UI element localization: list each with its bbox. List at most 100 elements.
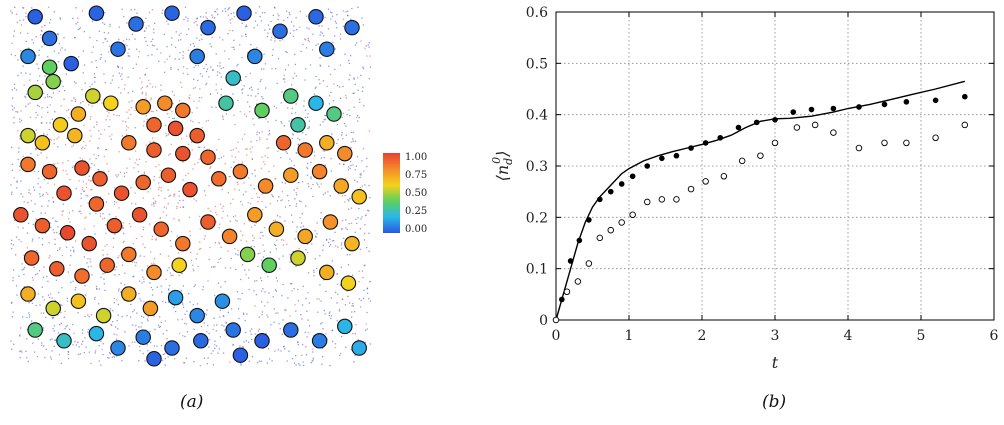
field-speck	[342, 237, 345, 240]
field-speck	[260, 259, 263, 261]
field-speck	[308, 40, 311, 43]
field-speck	[342, 298, 344, 301]
field-speck	[37, 183, 39, 185]
colorbar	[383, 153, 400, 233]
field-speck	[247, 202, 249, 204]
field-speck	[195, 20, 197, 23]
field-speck	[331, 240, 334, 242]
field-speck	[247, 51, 249, 54]
y-tick-label: 0	[539, 313, 548, 329]
field-speck	[158, 194, 160, 197]
field-speck	[13, 122, 15, 124]
field-speck	[294, 238, 296, 240]
field-speck	[245, 33, 247, 36]
field-speck	[134, 109, 136, 112]
field-speck	[241, 162, 243, 165]
field-speck	[178, 220, 181, 222]
field-speck	[39, 304, 41, 306]
field-speck	[203, 146, 205, 149]
field-speck	[121, 315, 123, 318]
field-speck	[281, 295, 283, 297]
field-speck	[186, 310, 188, 312]
filled-circle-point	[702, 140, 709, 146]
field-speck	[211, 16, 214, 18]
field-speck	[113, 203, 116, 206]
field-speck	[126, 167, 128, 169]
field-speck	[37, 104, 39, 107]
field-speck	[22, 7, 25, 9]
field-speck	[19, 169, 21, 171]
field-speck	[37, 114, 39, 116]
field-speck	[168, 288, 170, 290]
field-speck	[162, 300, 164, 303]
field-speck	[67, 159, 69, 162]
field-speck	[49, 95, 51, 98]
field-speck	[190, 259, 193, 261]
field-speck	[330, 11, 332, 13]
field-speck	[327, 191, 329, 193]
field-speck	[156, 286, 158, 288]
field-speck	[242, 346, 244, 348]
field-speck	[324, 114, 326, 116]
field-speck	[238, 189, 240, 191]
field-speck	[227, 191, 229, 194]
field-speck	[56, 249, 59, 252]
field-speck	[359, 248, 361, 251]
field-speck	[319, 64, 321, 66]
field-speck	[345, 97, 347, 99]
field-speck	[11, 163, 14, 166]
particle-dot	[351, 189, 367, 205]
field-speck	[349, 198, 351, 200]
field-speck	[228, 7, 230, 10]
field-speck	[144, 74, 146, 76]
field-speck	[170, 230, 173, 233]
field-speck	[214, 205, 217, 208]
field-speck	[114, 269, 116, 271]
field-speck	[16, 294, 18, 296]
field-speck	[38, 105, 40, 108]
field-speck	[148, 12, 151, 14]
field-speck	[58, 353, 61, 356]
field-speck	[360, 40, 362, 42]
field-speck	[87, 258, 89, 260]
field-speck	[44, 356, 46, 359]
field-speck	[18, 239, 20, 241]
field-speck	[103, 129, 106, 131]
particle-dot	[167, 120, 184, 137]
field-speck	[248, 111, 251, 113]
field-speck	[188, 97, 191, 100]
filled-circle-point	[567, 258, 574, 264]
particle-dot	[218, 95, 234, 111]
field-speck	[347, 199, 349, 201]
field-speck	[257, 117, 260, 119]
field-speck	[283, 239, 285, 241]
field-speck	[268, 170, 270, 173]
field-speck	[182, 302, 184, 304]
field-speck	[105, 232, 107, 234]
field-speck	[350, 18, 352, 21]
field-speck	[181, 86, 183, 88]
field-speck	[10, 53, 12, 56]
field-speck	[274, 37, 276, 39]
field-speck	[241, 56, 243, 59]
field-speck	[38, 177, 40, 180]
field-speck	[117, 328, 119, 330]
field-speck	[141, 81, 143, 83]
field-speck	[78, 210, 80, 213]
field-speck	[36, 355, 39, 358]
field-speck	[253, 237, 255, 239]
field-speck	[284, 309, 286, 311]
field-speck	[179, 199, 181, 202]
field-speck	[335, 27, 338, 29]
field-speck	[74, 289, 76, 291]
field-speck	[234, 124, 236, 126]
field-speck	[23, 273, 25, 276]
field-speck	[35, 273, 37, 276]
field-speck	[14, 254, 17, 256]
field-speck	[224, 163, 226, 165]
field-speck	[50, 96, 53, 99]
field-speck	[245, 75, 247, 78]
field-speck	[260, 279, 263, 282]
field-speck	[368, 184, 370, 187]
particle-dot	[110, 41, 126, 57]
